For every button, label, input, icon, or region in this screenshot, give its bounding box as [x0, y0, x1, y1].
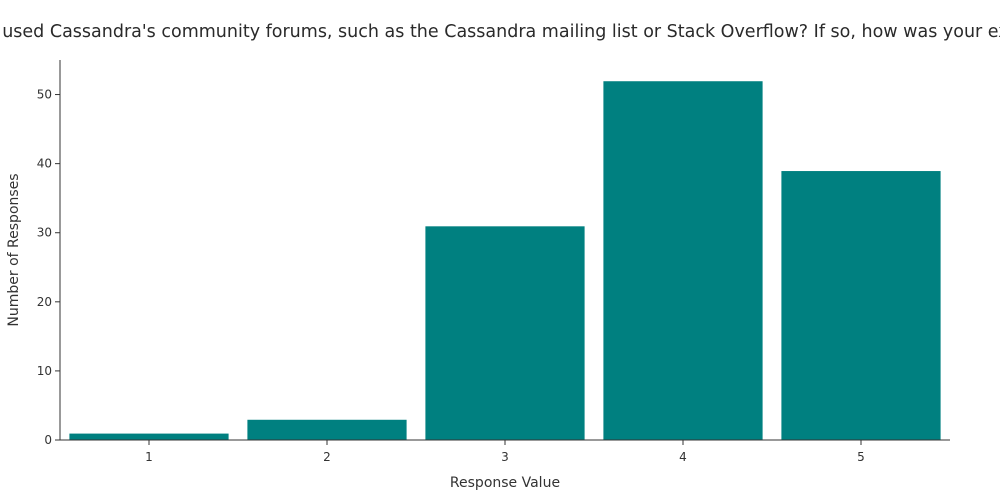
bar-2 — [246, 418, 408, 441]
y-tick-label: 30 — [37, 226, 52, 240]
x-axis: 1 2 3 4 5 — [60, 439, 950, 464]
x-tick-label: 4 — [679, 450, 687, 464]
chart-title: Have you used Cassandra's community foru… — [0, 22, 1000, 42]
y-axis: 0 10 20 30 40 50 — [37, 60, 61, 447]
y-tick-label: 20 — [37, 295, 52, 309]
bar-3 — [424, 225, 586, 441]
bar-1 — [68, 432, 230, 441]
y-tick-label: 0 — [44, 433, 52, 447]
bars-group — [68, 80, 942, 441]
bar-5 — [780, 170, 942, 441]
x-axis-title: Response Value — [450, 475, 560, 491]
y-axis-title: Number of Responses — [6, 173, 22, 326]
x-tick-label: 5 — [857, 450, 865, 464]
x-tick-label: 2 — [323, 450, 331, 464]
x-tick-label: 3 — [501, 450, 509, 464]
y-tick-label: 10 — [37, 364, 52, 378]
bar-4 — [602, 80, 764, 441]
x-tick-label: 1 — [145, 450, 153, 464]
y-tick-label: 40 — [37, 157, 52, 171]
y-tick-label: 50 — [37, 88, 52, 102]
